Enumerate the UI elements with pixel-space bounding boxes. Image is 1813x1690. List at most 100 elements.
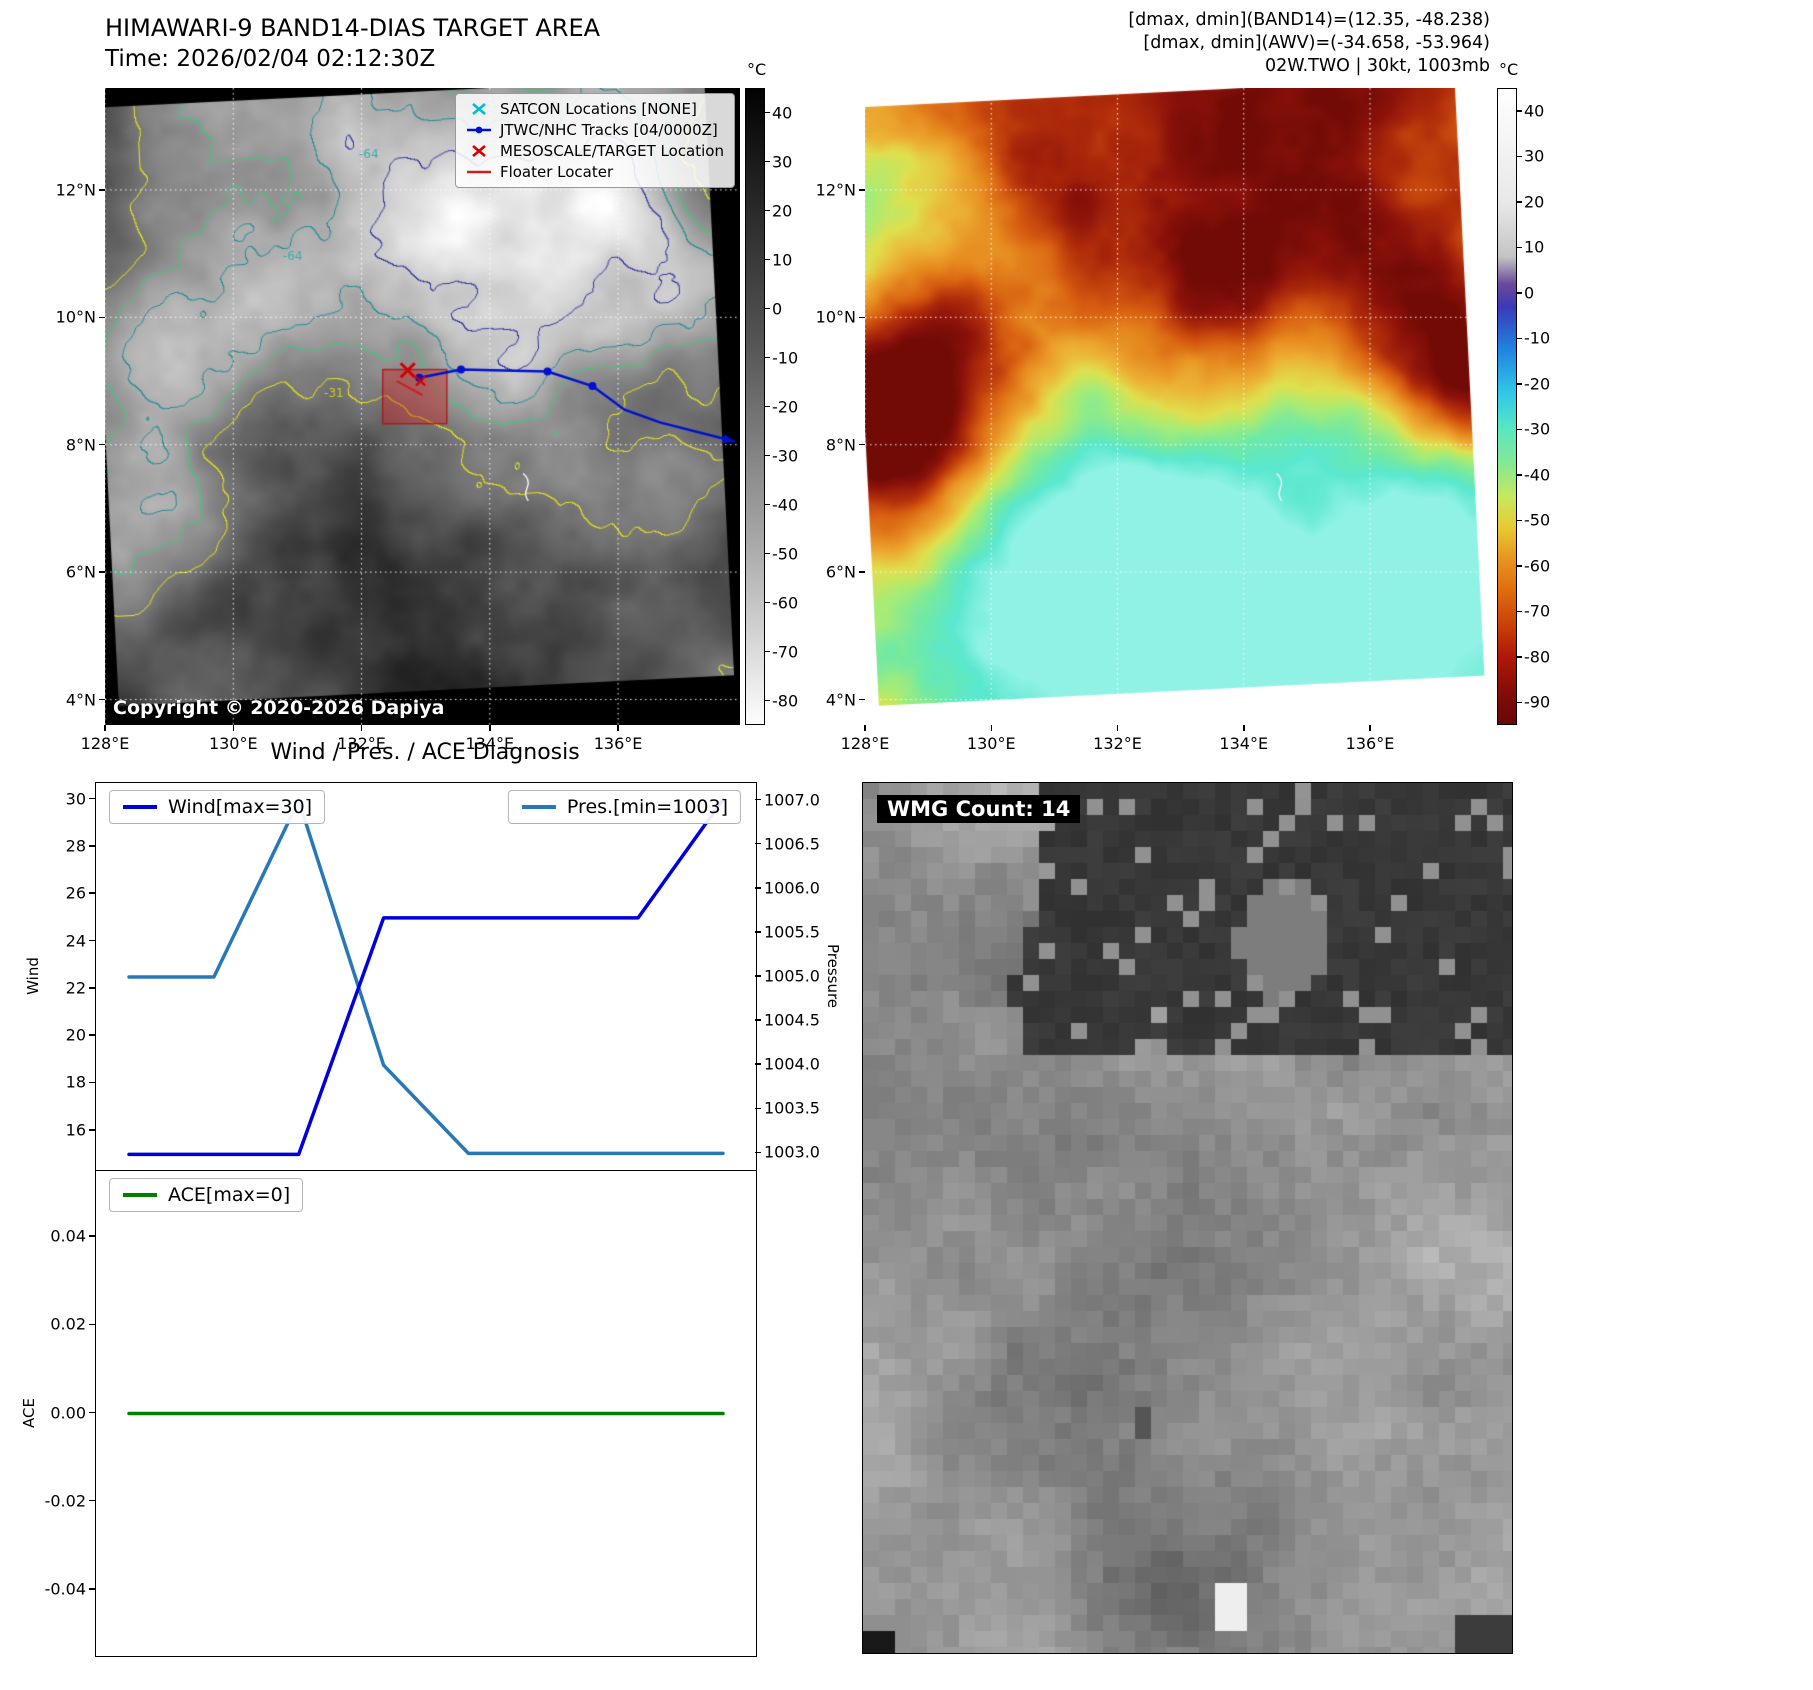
colorbar-tick-mark [1517,155,1522,157]
lat-tick-label: 4°N [65,690,96,710]
axis-tick-mark [755,975,761,977]
axis-tick-label: 1004.5 [764,1010,820,1030]
axis-tick-mark [89,939,95,942]
colorbar-tick-mark [1517,610,1522,612]
axis-tick-mark [755,798,761,801]
lon-tick-mark [104,725,106,731]
lat-tick-label: 12°N [815,180,856,200]
lon-tick-label: 132°E [337,734,386,753]
lat-tick-label: 4°N [825,690,856,710]
legend-item: Floater Locater [466,163,724,181]
band14-title: HIMAWARI-9 BAND14-DIAS TARGET AREA [105,14,601,42]
axis-tick-mark [89,1034,95,1036]
axis-tick-mark [89,1235,95,1237]
axis-tick-label: 1006.5 [764,834,820,854]
lon-tick-mark [617,725,619,731]
wmg-count-label: WMG Count: 14 [877,795,1081,823]
legend-item-label: JTWC/NHC Tracks [04/0000Z] [499,121,718,139]
band14-map-legend: SATCON Locations [NONE] JTWC/NHC Tracks [… [454,93,735,188]
colorbar-tick-mark [1517,110,1522,112]
awv-colorbar-unit: °C [1499,60,1519,79]
legend-line-icon [521,805,556,809]
colorbar-tick-mark [765,209,770,212]
lon-tick-label: 136°E [593,734,643,753]
colorbar-tick-mark [1517,519,1522,521]
chart-legend-label: Wind[max=30] [168,796,313,818]
lat-tick-mark [99,189,105,191]
lon-tick-label: 130°E [966,734,1016,753]
axis-tick-mark [89,845,95,847]
lat-tick-label: 6°N [65,562,96,582]
axis-tick-mark [89,1588,95,1590]
lon-tick-mark [360,725,363,731]
band14-time: Time: 2026/02/04 02:12:30Z [105,46,436,72]
axis-tick-mark [89,797,95,800]
axis-tick-label: 1005.5 [764,922,820,942]
axis-tick-label: 16 [65,1120,86,1140]
awv-dmax-awv-text: [dmax, dmin](AWV)=(-34.658, -53.964) [1143,33,1490,53]
colorbar-tick-mark [1517,292,1522,294]
axis-tick-mark [755,1019,761,1021]
colorbar-tick-mark [1517,383,1522,385]
colorbar-tick-mark [765,356,770,359]
lat-tick-mark [99,571,105,573]
legend-item-label: MESOSCALE/TARGET Location [499,142,724,160]
colorbar-tick-mark [1517,701,1522,703]
colorbar-tick-mark [765,503,770,506]
lat-tick-mark [859,189,865,191]
wmg-panel: WMG Count: 14 [862,782,1513,1654]
lat-tick-label: 10°N [815,307,856,327]
colorbar-tick-mark [765,111,770,114]
axis-tick-label: 0.04 [50,1226,86,1246]
chart-legend: Wind[max=30] [109,790,326,824]
band14-colorbar-unit: °C [747,60,767,79]
axis-tick-label: -0.02 [44,1491,86,1511]
lon-tick-mark [232,725,235,731]
colorbar-tick-label: -40 [772,495,799,514]
colorbar-tick-label: -60 [1524,556,1551,576]
colorbar-tick-mark [1517,246,1522,248]
awv-map [865,88,1490,725]
colorbar-tick-mark [765,454,770,457]
chart-legend: Pres.[min=1003] [507,790,741,824]
colorbar-tick-label: 40 [1524,101,1545,121]
axis-tick-mark [755,1151,761,1154]
wind-max-30--line [127,797,725,1157]
axis-tick-mark [89,987,95,989]
axis-tick-label: 24 [65,931,86,950]
lat-tick-mark [859,571,865,573]
band14-map: SATCON Locations [NONE] JTWC/NHC Tracks [… [105,88,740,725]
wind-pressure-chart [95,782,757,1172]
legend-item: SATCON Locations [NONE] [466,100,724,118]
axis-tick-label: 1006.0 [764,878,820,898]
colorbar-tick-label: 20 [1524,192,1545,212]
lat-tick-label: 10°N [55,307,96,327]
axis-tick-label: 1003.0 [764,1142,820,1162]
colorbar-tick-label: 10 [1524,237,1545,257]
lat-tick-mark [859,698,865,701]
chart-legend: ACE[max=0] [109,1178,304,1212]
colorbar-tick-mark [1517,565,1522,567]
colorbar-tick-mark [765,307,770,310]
legend-marker-icon [472,145,486,157]
colorbar-tick-label: 10 [772,250,793,269]
colorbar-tick-mark [765,160,770,163]
colorbar-tick-label: -50 [1524,510,1551,530]
colorbar-tick-label: 30 [1524,146,1545,166]
axis-tick-label: 1005.0 [764,966,820,986]
chart-legend-label: ACE[max=0] [168,1184,291,1206]
colorbar-tick-label: -80 [1524,647,1551,667]
axis-tick-mark [89,1129,95,1131]
colorbar-tick-label: -90 [1524,692,1551,712]
awv-map-canvas [865,88,1490,725]
colorbar-tick-label: -20 [772,397,799,416]
colorbar-tick-mark [1517,201,1522,203]
diagnosis-title: Wind / Pres. / ACE Diagnosis [270,740,580,765]
colorbar-tick-mark [765,258,770,261]
legend-item-label: Floater Locater [499,163,614,181]
colorbar-tick-label: -40 [1524,465,1551,485]
colorbar-tick-mark [1517,656,1522,658]
chart-plot-area [127,1411,725,1416]
axis-tick-label: 0.00 [50,1403,86,1422]
